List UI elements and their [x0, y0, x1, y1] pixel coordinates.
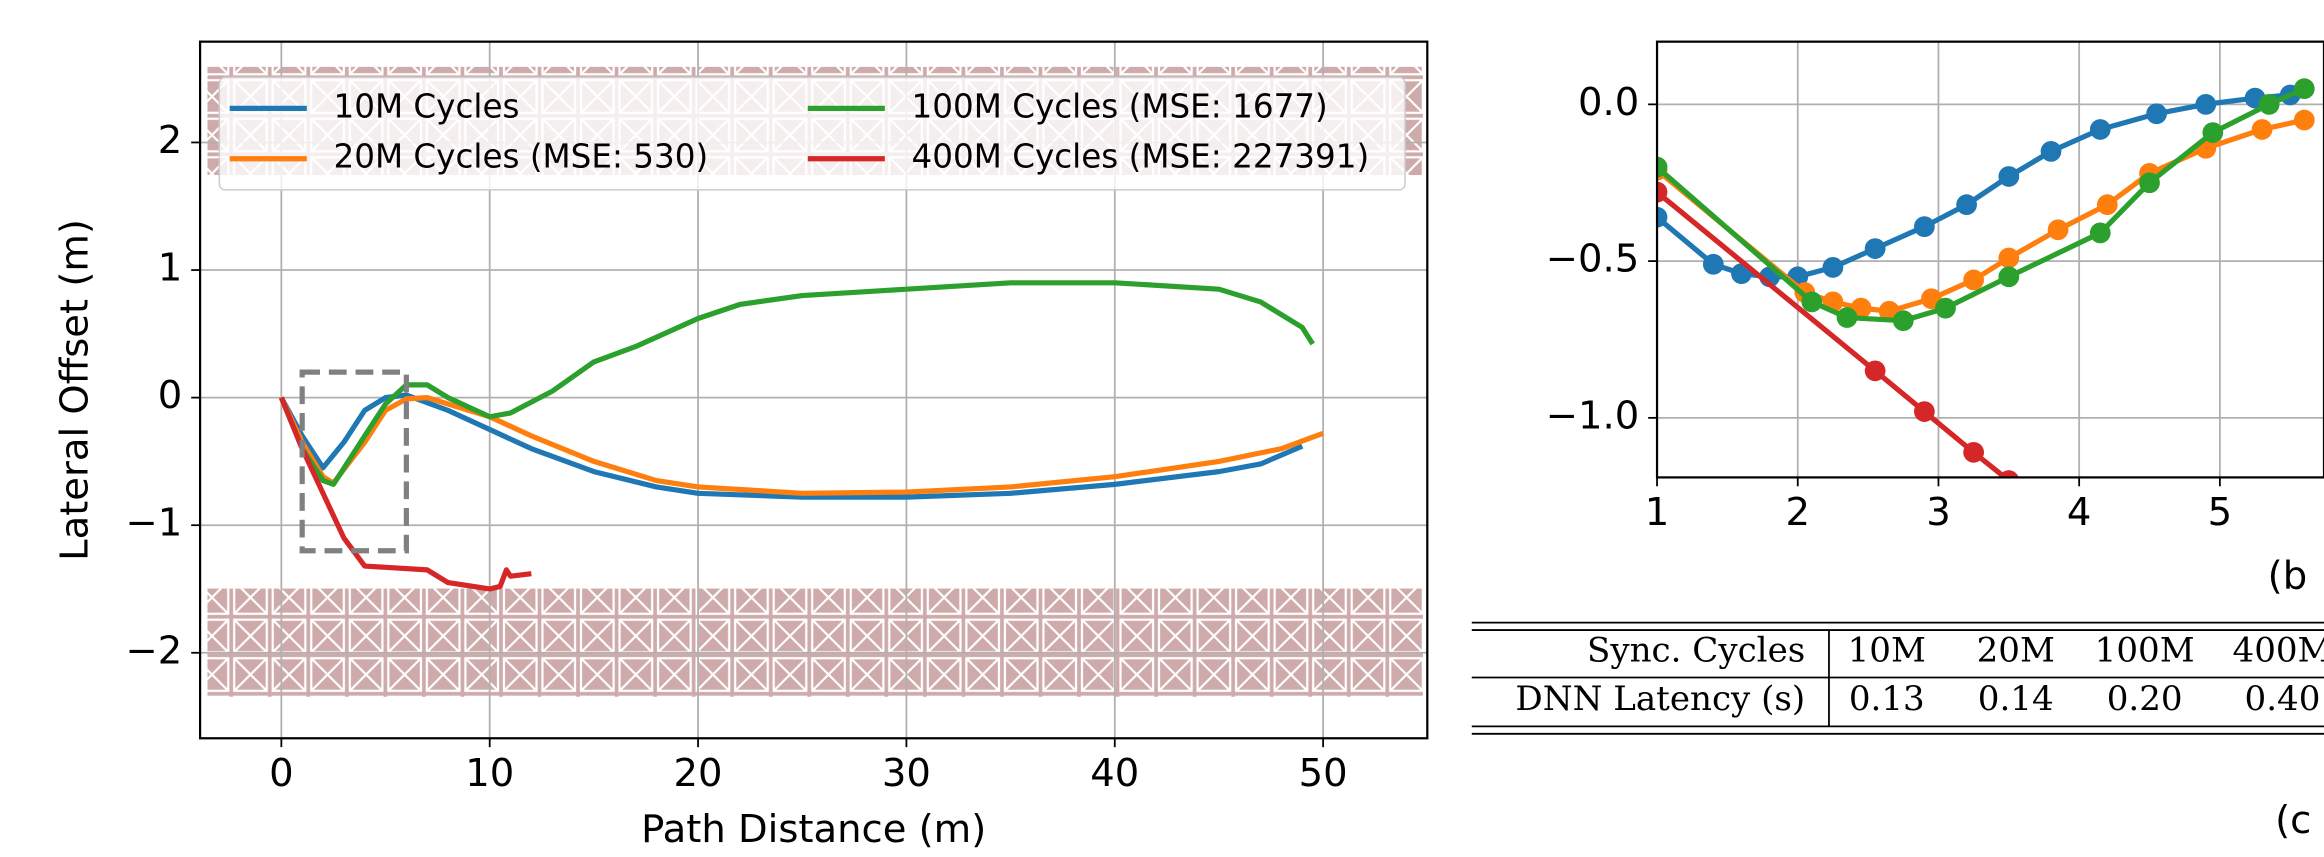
x-tick-label: 20 [674, 751, 723, 796]
y-tick-label: 0.0 [1578, 80, 1639, 125]
x-tick-label: 4 [2067, 490, 2092, 535]
zoom-box [299, 369, 409, 554]
series-line [278, 280, 1315, 487]
legend-box [218, 76, 1406, 191]
y-tick-label: −1 [126, 501, 183, 546]
x-axis-label: Path Distance (m) [641, 807, 986, 852]
marker [1963, 269, 1985, 291]
y-tick-label: 0 [158, 373, 183, 418]
marker [1836, 307, 1858, 328]
y-tick-label: 2 [158, 118, 183, 163]
marker [1657, 206, 1668, 228]
series-line [1657, 190, 2010, 478]
table-cell: 10M [1848, 630, 1926, 670]
marker [1998, 166, 2020, 187]
marker [1657, 181, 1668, 203]
table-cell: 0.20 [2107, 679, 2183, 719]
obstacle-band [207, 588, 1423, 697]
marker [1956, 194, 1977, 216]
marker [2096, 194, 2118, 216]
x-tick-label: 30 [882, 751, 931, 796]
y-axis-label: Lateral Offset (m) [53, 219, 98, 561]
marker [1822, 256, 1844, 278]
marker [2258, 93, 2280, 115]
marker [1963, 441, 1985, 463]
marker [1801, 291, 1823, 313]
table-cell: 0.14 [1978, 679, 2054, 719]
marker [2040, 141, 2062, 162]
y-tick-label: 1 [158, 246, 183, 291]
legend-label: 400M Cycles (MSE: 227391) [912, 138, 1370, 176]
series-line [279, 392, 1304, 500]
table-cell: 0.13 [1849, 679, 1925, 719]
marker [2293, 109, 2315, 131]
x-tick-label: 50 [1299, 751, 1348, 796]
x-tick-label: 1 [1645, 490, 1670, 535]
marker [1914, 216, 1935, 237]
marker [1864, 360, 1886, 382]
table-cell: 20M [1977, 630, 2055, 670]
marker [2251, 119, 2273, 140]
y-tick-label: −2 [126, 628, 183, 673]
y-tick-label: −0.5 [1546, 237, 1640, 282]
marker [1935, 297, 1956, 319]
x-tick-label: 0 [269, 751, 294, 796]
x-tick-label: 2 [1785, 490, 1810, 535]
legend-label: 100M Cycles (MSE: 1677) [912, 87, 1328, 125]
panel-label: (b [2268, 554, 2307, 599]
x-tick-label: 10 [465, 751, 514, 796]
y-tick-label: −1.0 [1546, 393, 1640, 438]
axes-frame [1655, 40, 2324, 479]
panel-label: (c [2275, 798, 2311, 843]
marker [2089, 119, 2111, 140]
plot-area [1657, 78, 2315, 478]
marker [2047, 219, 2069, 241]
marker [1998, 470, 2019, 478]
series-line [278, 396, 532, 592]
marker [1657, 156, 1668, 178]
marker [1998, 247, 2020, 269]
table-cell: 0.40 [2245, 679, 2321, 719]
marker [2139, 172, 2160, 194]
marker [1914, 401, 1935, 422]
x-tick-label: 5 [2208, 490, 2233, 535]
table-row-header: Sync. Cycles [1587, 630, 1805, 670]
plot-area [278, 280, 1325, 592]
marker [1702, 253, 1724, 275]
legend-label: 20M Cycles (MSE: 530) [333, 138, 708, 176]
marker [1864, 238, 1886, 259]
marker [2195, 93, 2217, 115]
marker [2293, 78, 2315, 100]
marker [1998, 266, 2020, 288]
marker [1892, 310, 1914, 332]
table-cell: 100M [2095, 630, 2195, 670]
table-row-header: DNN Latency (s) [1515, 679, 1805, 719]
marker [2146, 103, 2167, 125]
legend-label: 10M Cycles [333, 87, 519, 125]
table-cell: 400M [2233, 630, 2324, 670]
marker [2202, 122, 2224, 143]
x-tick-label: 3 [1926, 490, 1951, 535]
marker [2089, 222, 2111, 244]
x-tick-label: 40 [1090, 751, 1139, 796]
axes-frame [198, 40, 1429, 740]
